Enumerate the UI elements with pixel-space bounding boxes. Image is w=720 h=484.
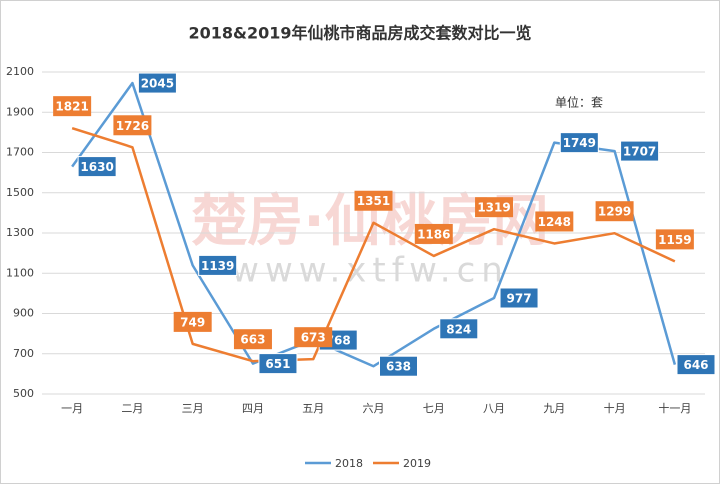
data-label: 1139 (201, 259, 234, 273)
data-label-box (354, 190, 393, 211)
data-label: 1248 (538, 215, 571, 229)
y-tick-label: 700 (13, 347, 34, 360)
data-label: 1351 (357, 194, 390, 208)
x-tick-label: 七月 (423, 402, 445, 415)
data-label: 824 (446, 322, 471, 336)
data-label: 1821 (55, 100, 88, 114)
data-label: 1159 (658, 233, 691, 247)
x-tick-label: 十一月 (658, 401, 691, 415)
data-label-box (655, 229, 694, 250)
x-tick-label: 六月 (363, 402, 385, 415)
y-tick-label: 1300 (6, 226, 34, 239)
y-tick-label: 2100 (6, 65, 34, 78)
chart-title: 2018&2019年仙桃市商品房成交套数对比一览 (188, 24, 531, 43)
watermark-url: www.xtfw.cn (231, 251, 509, 291)
legend-label: 2019 (403, 457, 431, 470)
data-label-box (676, 354, 716, 376)
data-label: 1749 (563, 136, 596, 150)
data-label: 1186 (417, 227, 450, 241)
y-tick-label: 1900 (6, 105, 34, 118)
data-label: 1707 (623, 145, 656, 159)
data-label-box (475, 197, 514, 218)
data-label-box (439, 318, 479, 340)
y-tick-label: 1100 (6, 266, 34, 279)
data-label: 646 (683, 358, 708, 372)
data-label-box (620, 140, 660, 162)
x-tick-label: 八月 (483, 402, 505, 415)
data-label-box (535, 211, 574, 232)
data-label: 663 (240, 333, 265, 347)
x-tick-label: 四月 (242, 402, 264, 415)
data-label-box (173, 311, 212, 332)
data-label-box (559, 132, 599, 154)
data-label: 651 (265, 357, 290, 371)
data-label: 977 (507, 292, 532, 306)
data-label: 2045 (141, 77, 174, 91)
data-label-box (198, 254, 238, 276)
data-label-box (258, 353, 298, 375)
data-label: 673 (301, 331, 326, 345)
data-label: 638 (386, 360, 411, 374)
data-label-box (414, 223, 453, 244)
data-label-box (113, 115, 152, 136)
data-label-box (137, 72, 177, 94)
data-label: 1299 (598, 205, 631, 219)
data-label: 749 (180, 315, 205, 329)
data-label-box (53, 96, 92, 117)
data-label-box (77, 156, 117, 178)
data-label-box (294, 327, 333, 348)
y-tick-label: 1500 (6, 186, 34, 199)
x-tick-label: 五月 (302, 402, 324, 415)
data-label: 1726 (116, 119, 149, 133)
x-tick-label: 九月 (543, 402, 565, 415)
x-tick-label: 二月 (121, 402, 143, 415)
unit-annotation: 单位：套 (555, 95, 603, 110)
data-label-box (595, 201, 634, 222)
y-tick-label: 500 (13, 387, 34, 400)
data-label-box (379, 355, 418, 377)
data-label: 1630 (80, 160, 113, 174)
data-label-box (233, 329, 272, 350)
x-tick-label: 三月 (182, 402, 204, 415)
y-tick-label: 1700 (6, 146, 34, 159)
x-tick-label: 一月 (61, 402, 83, 415)
data-label: 1319 (477, 201, 510, 215)
data-label-box (499, 287, 539, 309)
y-tick-label: 900 (13, 307, 34, 320)
series-line (71, 126, 676, 363)
x-tick-label: 十月 (604, 401, 626, 415)
legend-label: 2018 (335, 457, 363, 470)
